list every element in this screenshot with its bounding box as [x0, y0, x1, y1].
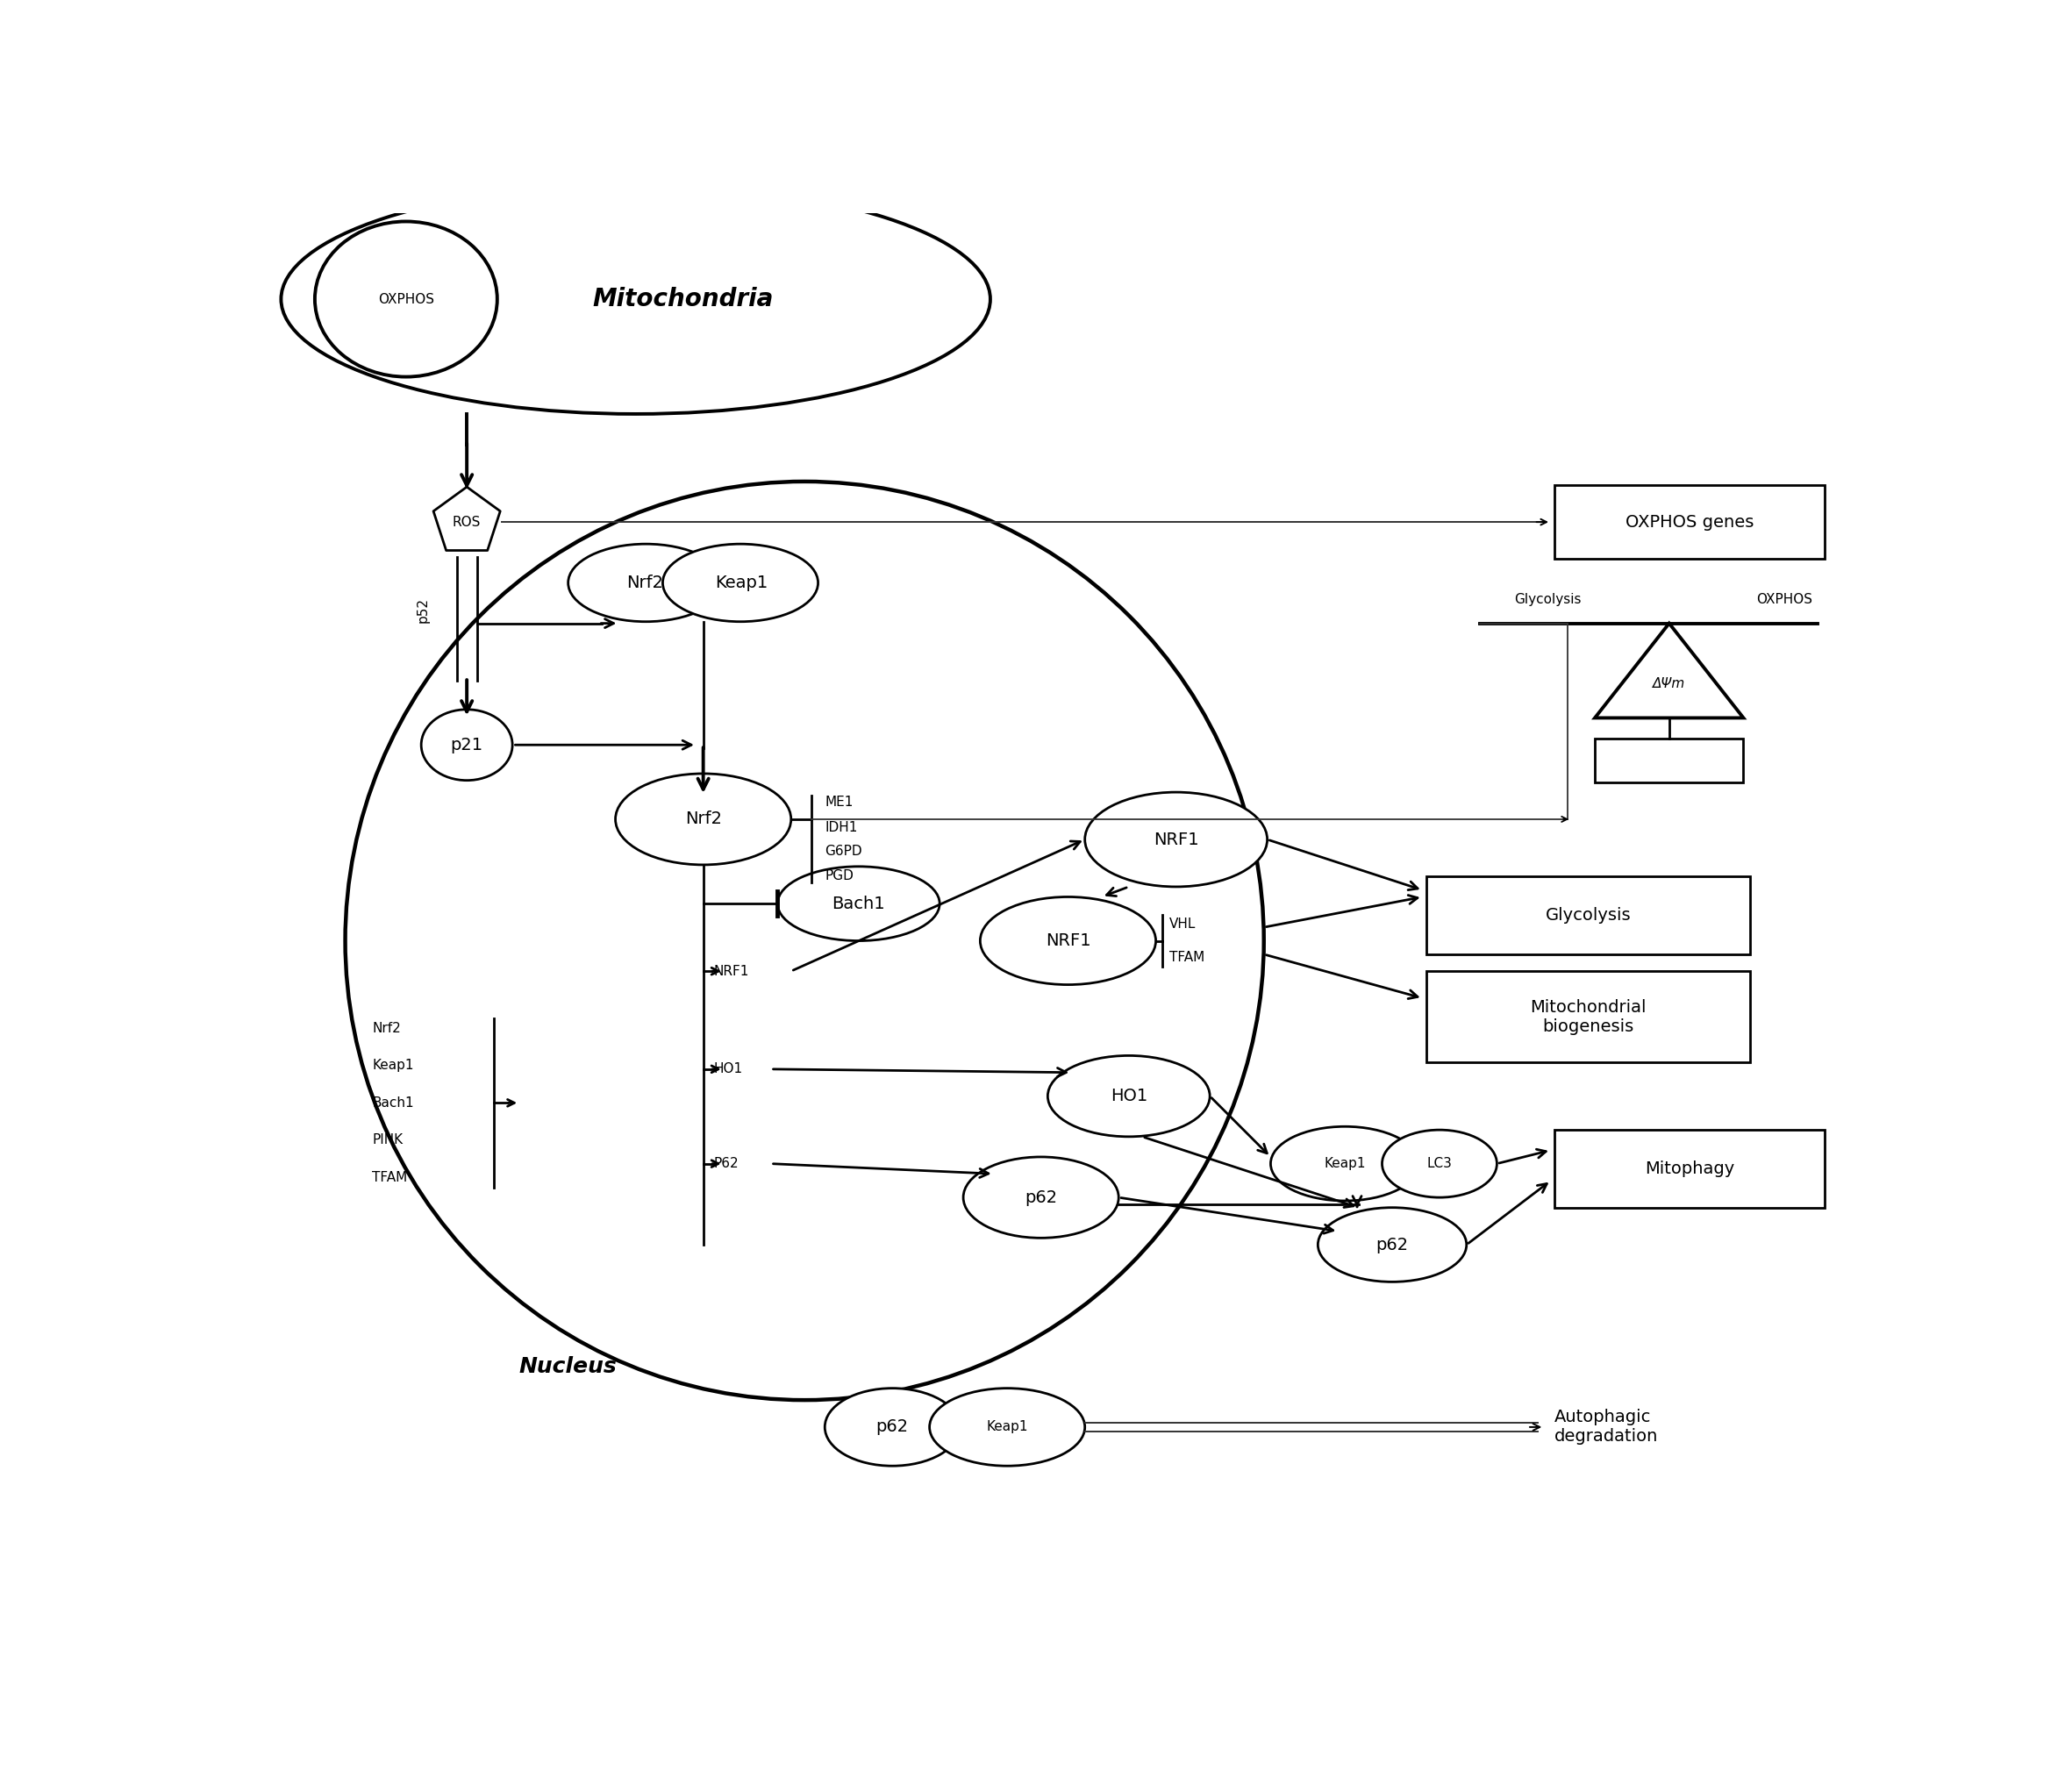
Ellipse shape [825, 1389, 959, 1465]
Text: OXPHOS: OXPHOS [1755, 594, 1813, 606]
Polygon shape [1595, 624, 1743, 718]
FancyBboxPatch shape [1595, 738, 1743, 782]
Text: ROS: ROS [452, 516, 481, 528]
Text: TFAM: TFAM [1169, 951, 1204, 964]
Text: p21: p21 [450, 736, 483, 754]
Text: LC3: LC3 [1428, 1157, 1452, 1170]
Text: Mitochondrial
biogenesis: Mitochondrial biogenesis [1529, 999, 1645, 1035]
Text: P62: P62 [713, 1157, 738, 1170]
Polygon shape [433, 487, 499, 551]
Ellipse shape [568, 544, 723, 622]
Text: p62: p62 [876, 1419, 910, 1435]
Text: Glycolysis: Glycolysis [1546, 907, 1631, 925]
Text: Mitochondria: Mitochondria [593, 286, 773, 311]
Text: NRF1: NRF1 [713, 965, 748, 978]
Ellipse shape [1318, 1207, 1467, 1282]
Text: VHL: VHL [1169, 917, 1196, 930]
Text: p62: p62 [1026, 1189, 1057, 1205]
Ellipse shape [980, 896, 1156, 985]
Text: HO1: HO1 [1111, 1088, 1148, 1104]
Ellipse shape [1382, 1129, 1496, 1197]
Text: p52: p52 [416, 597, 429, 622]
Text: Bach1: Bach1 [373, 1097, 414, 1109]
Ellipse shape [615, 773, 792, 864]
Text: Nrf2: Nrf2 [373, 1022, 402, 1035]
Text: IDH1: IDH1 [825, 821, 858, 834]
Ellipse shape [1086, 793, 1268, 887]
Text: G6PD: G6PD [825, 845, 862, 859]
Text: HO1: HO1 [713, 1063, 742, 1076]
Text: Glycolysis: Glycolysis [1515, 594, 1581, 606]
Ellipse shape [315, 222, 497, 377]
Ellipse shape [963, 1157, 1119, 1237]
Text: Nrf2: Nrf2 [626, 574, 663, 590]
Text: OXPHOS: OXPHOS [377, 293, 435, 306]
Ellipse shape [777, 866, 939, 941]
FancyBboxPatch shape [1426, 971, 1751, 1061]
Text: TFAM: TFAM [373, 1170, 408, 1184]
Text: Mitophagy: Mitophagy [1645, 1161, 1734, 1177]
Ellipse shape [1048, 1056, 1210, 1136]
Text: Bach1: Bach1 [833, 896, 885, 912]
Text: Keap1: Keap1 [715, 574, 769, 590]
Ellipse shape [663, 544, 818, 622]
Text: Keap1: Keap1 [986, 1421, 1028, 1433]
Text: Autophagic
degradation: Autophagic degradation [1554, 1410, 1658, 1446]
FancyBboxPatch shape [1554, 1129, 1825, 1207]
Ellipse shape [1270, 1127, 1419, 1200]
Text: PGD: PGD [825, 869, 854, 882]
Text: Nucleus: Nucleus [520, 1357, 617, 1376]
Text: OXPHOS genes: OXPHOS genes [1624, 514, 1753, 530]
Circle shape [346, 482, 1264, 1399]
Text: NRF1: NRF1 [1046, 932, 1090, 949]
Text: ΔΨm: ΔΨm [1653, 677, 1685, 690]
Text: Keap1: Keap1 [1324, 1157, 1365, 1170]
Ellipse shape [930, 1389, 1086, 1465]
Ellipse shape [282, 185, 990, 414]
Text: Nrf2: Nrf2 [686, 811, 721, 827]
Text: Keap1: Keap1 [373, 1060, 414, 1072]
Text: NRF1: NRF1 [1154, 830, 1200, 848]
FancyBboxPatch shape [1426, 877, 1751, 955]
Text: p62: p62 [1376, 1236, 1409, 1253]
Text: PINK: PINK [373, 1133, 404, 1147]
Text: ME1: ME1 [825, 797, 854, 809]
Ellipse shape [421, 709, 512, 781]
FancyBboxPatch shape [1554, 485, 1825, 558]
